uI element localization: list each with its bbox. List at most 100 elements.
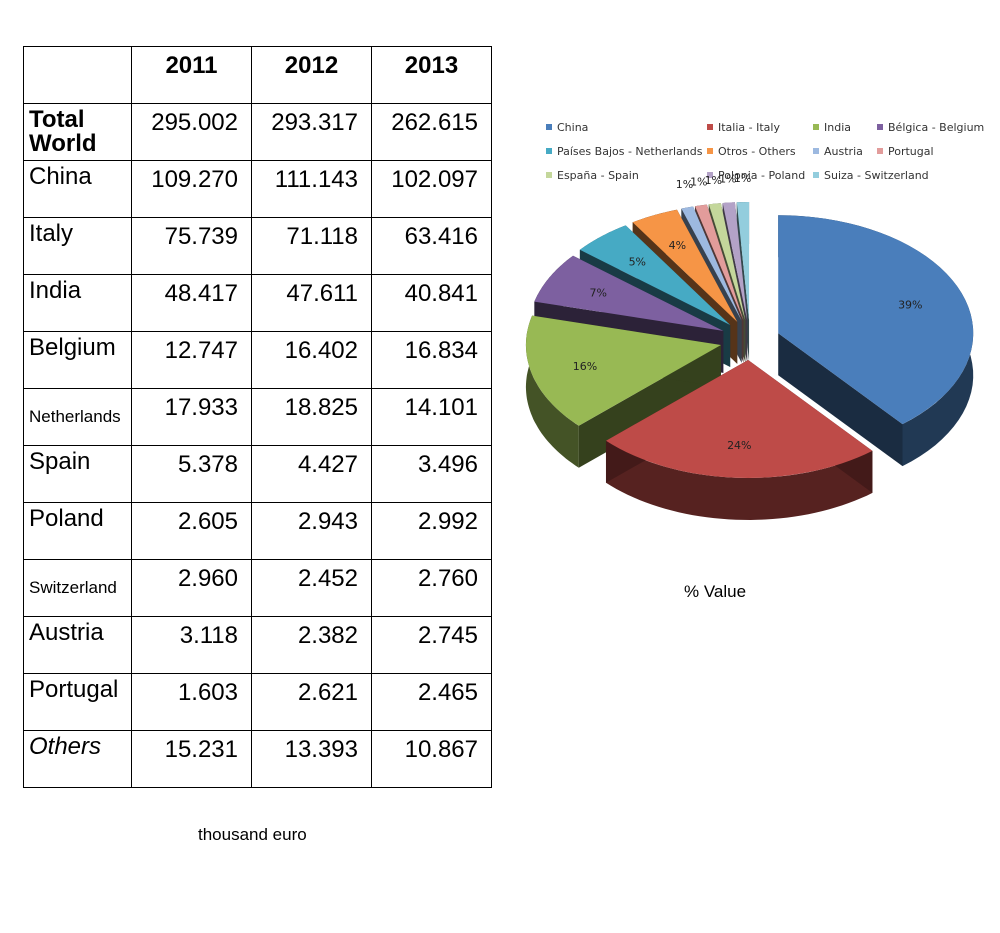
legend-swatch	[546, 148, 552, 154]
export-table: 2011 2012 2013 Total World 295.002 293.317…	[23, 46, 492, 788]
value-cell: 111.143	[251, 160, 372, 218]
table-row: Netherlands 17.933 18.825 14.101	[23, 388, 492, 446]
legend-label: España - Spain	[557, 169, 639, 182]
pie-slice	[708, 203, 746, 321]
country-cell: China	[23, 160, 132, 218]
value-cell: 13.393	[251, 730, 372, 788]
value-cell: 1.603	[131, 673, 252, 731]
pie-slice	[695, 204, 744, 321]
country-cell: India	[23, 274, 132, 332]
legend-label: India	[824, 121, 851, 134]
pie-data-label: 1%	[719, 173, 736, 186]
legend-label: Italia - Italy	[718, 121, 780, 134]
value-cell: 48.417	[131, 274, 252, 332]
legend-label: Países Bajos - Netherlands	[557, 145, 703, 158]
table-row: India 48.417 47.611 40.841	[23, 274, 492, 332]
legend-swatch	[813, 148, 819, 154]
country-cell: Switzerland	[23, 559, 132, 617]
legend-label: Austria	[824, 145, 863, 158]
pie-slice	[632, 209, 738, 322]
legend-label: China	[557, 121, 588, 134]
legend-entry: Portugal	[877, 145, 934, 158]
pie-data-label: 1%	[705, 174, 722, 187]
value-cell: 63.416	[371, 217, 492, 275]
pie-data-label: 1%	[734, 172, 751, 185]
value-cell: 16.402	[251, 331, 372, 389]
value-cell: 262.615	[371, 103, 492, 161]
table-row: Portugal 1.603 2.621 2.465	[23, 673, 492, 731]
pie-slice	[736, 201, 750, 321]
legend-swatch	[546, 124, 552, 130]
value-cell: 2.992	[371, 502, 492, 560]
table-row: Switzerland 2.960 2.452 2.760	[23, 559, 492, 617]
pie-slice	[681, 206, 742, 321]
legend-swatch	[707, 172, 713, 178]
legend-swatch	[813, 124, 819, 130]
value-cell: 12.747	[131, 331, 252, 389]
country-cell: Italy	[23, 217, 132, 275]
chart-caption: % Value	[684, 582, 747, 601]
legend-swatch	[813, 172, 819, 178]
legend-entry: Italia - Italy	[707, 121, 780, 134]
year-header: 2012	[251, 46, 372, 104]
value-cell: 5.378	[131, 445, 252, 503]
table-header-row: 2011 2012 2013	[23, 46, 492, 104]
pie-slice	[778, 215, 974, 425]
legend-entry: India	[813, 121, 851, 134]
country-cell: Portugal	[23, 673, 132, 731]
pie-data-label: 1%	[690, 176, 707, 189]
legend-entry: Austria	[813, 145, 863, 158]
pie-data-label: 7%	[589, 286, 606, 299]
table-row: Others 15.231 13.393 10.867	[23, 730, 492, 788]
legend-entry: China	[546, 121, 588, 134]
value-cell: 47.611	[251, 274, 372, 332]
value-cell: 2.605	[131, 502, 252, 560]
legend-label: Suiza - Switzerland	[824, 169, 929, 182]
value-cell: 102.097	[371, 160, 492, 218]
value-cell: 18.825	[251, 388, 372, 446]
value-cell: 2.382	[251, 616, 372, 674]
legend-label: Otros - Others	[718, 145, 796, 158]
unit-note: thousand euro	[198, 825, 307, 844]
legend-swatch	[877, 148, 883, 154]
value-cell: 16.834	[371, 331, 492, 389]
legend-label: Portugal	[888, 145, 934, 158]
table-row: Spain 5.378 4.427 3.496	[23, 445, 492, 503]
value-cell: 3.496	[371, 445, 492, 503]
legend-entry: Otros - Others	[707, 145, 796, 158]
pie-slice	[534, 255, 724, 331]
value-cell: 2.621	[251, 673, 372, 731]
legend-swatch	[546, 172, 552, 178]
legend-entry: Suiza - Switzerland	[813, 169, 929, 182]
table-row: Total World 295.002 293.317 262.615	[23, 103, 492, 161]
value-cell: 40.841	[371, 274, 492, 332]
value-cell: 2.960	[131, 559, 252, 617]
chart-legend: China Italia - Italy India Bélgica - Belgiu…	[546, 121, 984, 182]
legend-label: Bélgica - Belgium	[888, 121, 984, 134]
pie-data-label: 39%	[898, 298, 922, 311]
value-cell: 2.452	[251, 559, 372, 617]
country-cell: Austria	[23, 616, 132, 674]
value-cell: 3.118	[131, 616, 252, 674]
value-cell: 2.465	[371, 673, 492, 731]
year-header: 2013	[371, 46, 492, 104]
table-row: Italy 75.739 71.118 63.416	[23, 217, 492, 275]
value-cell: 293.317	[251, 103, 372, 161]
pie-data-label: 1%	[676, 178, 693, 191]
country-cell: Netherlands	[23, 388, 132, 446]
pie-slice	[579, 225, 731, 325]
value-cell: 4.427	[251, 445, 372, 503]
table-row: Poland 2.605 2.943 2.992	[23, 502, 492, 560]
pie-slice	[606, 359, 873, 478]
table-row: China 109.270 111.143 102.097	[23, 160, 492, 218]
country-cell: Total World	[23, 103, 132, 161]
pie-data-label: 5%	[629, 255, 646, 268]
country-cell: Poland	[23, 502, 132, 560]
value-cell: 109.270	[131, 160, 252, 218]
country-cell: Belgium	[23, 331, 132, 389]
value-cell: 2.745	[371, 616, 492, 674]
legend-entry: España - Spain	[546, 169, 639, 182]
pie-chart: China Italia - Italy India Bélgica - Belgiu…	[525, 121, 984, 520]
pie-data-label: 4%	[669, 239, 686, 252]
value-cell: 71.118	[251, 217, 372, 275]
